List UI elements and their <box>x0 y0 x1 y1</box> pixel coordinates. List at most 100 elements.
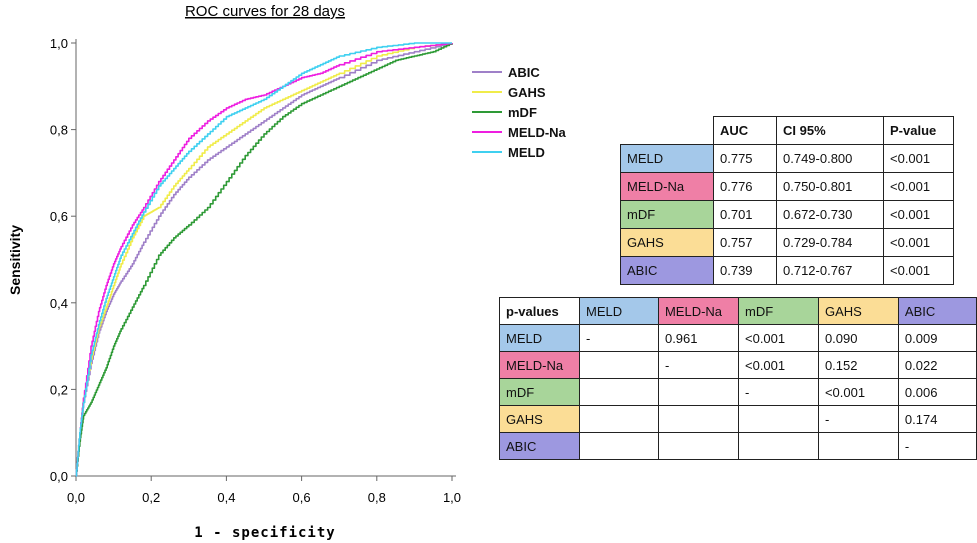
auc-header-cell: AUC <box>713 116 777 145</box>
legend-swatch <box>472 91 502 93</box>
pvalue-row-label: ABIC <box>498 432 581 460</box>
pvalue-row-label: GAHS <box>498 405 581 433</box>
chart-legend: ABIC GAHS mDF MELD-Na MELD <box>472 62 566 162</box>
auc-value: 0.739 <box>713 256 777 285</box>
ci-value: 0.729-0.784 <box>776 228 884 257</box>
pvalue-cell <box>738 405 819 433</box>
auc-value: 0.775 <box>713 144 777 173</box>
x-tick-label: 0,4 <box>217 490 235 505</box>
pvalue-cell: - <box>657 351 740 379</box>
pvalue-row: MELD -0.961 <0.001 0.090 0.009 <box>498 324 977 352</box>
ci-value: 0.749-0.800 <box>776 144 884 173</box>
pvalue-row-label: MELD-Na <box>498 351 581 379</box>
pvalue-cell: <0.001 <box>738 351 819 379</box>
y-tick-label: 0,4 <box>50 296 68 311</box>
pvalue-row: mDF - <0.001 0.006 <box>498 378 977 406</box>
auc-row-label: MELD <box>620 144 714 173</box>
p-value: <0.001 <box>883 256 954 285</box>
chart-title: ROC curves for 28 days <box>185 3 345 20</box>
auc-value: 0.776 <box>713 172 777 201</box>
auc-row: GAHS 0.757 0.729-0.784 <0.001 <box>620 228 954 257</box>
pvalue-cell <box>579 351 659 379</box>
p-value: <0.001 <box>883 172 954 201</box>
pvalue-cell <box>579 378 659 406</box>
auc-row: ABIC 0.739 0.712-0.767 <0.001 <box>620 256 954 285</box>
pvalue-cell <box>579 405 659 433</box>
pvalue-cell: 0.022 <box>897 351 977 379</box>
pvalue-cell: - <box>579 324 659 352</box>
y-tick-label: 0,0 <box>50 469 68 484</box>
pvalue-cell: - <box>897 432 977 460</box>
pvalue-cell <box>657 432 740 460</box>
pvalue-cell <box>817 432 899 460</box>
series-layer <box>75 42 453 477</box>
auc-header-cell: P-value <box>883 116 954 145</box>
roc-chart: ROC curves for 28 days 0,0 0,2 0,4 0,6 0,8 1,… <box>7 3 461 541</box>
auc-value: 0.757 <box>713 228 777 257</box>
legend-label: MELD-Na <box>508 124 566 140</box>
p-value: <0.001 <box>883 200 954 229</box>
pvalue-cell <box>657 405 740 433</box>
p-value: <0.001 <box>883 144 954 173</box>
auc-header-cell: CI 95% <box>776 116 884 145</box>
pvalue-row-label: mDF <box>498 378 581 406</box>
legend-swatch <box>472 131 502 133</box>
pvalue-cell <box>738 432 819 460</box>
legend-label: ABIC <box>508 64 540 80</box>
auc-header-row: AUC CI 95% P-value <box>620 116 954 145</box>
auc-row-label: GAHS <box>620 228 714 257</box>
legend-item-abic: ABIC <box>472 62 566 82</box>
pvalue-column-header: MELD <box>579 297 659 325</box>
pvalue-cell: 0.961 <box>657 324 740 352</box>
legend-swatch <box>472 151 502 153</box>
pvalue-column-header: MELD-Na <box>657 297 740 325</box>
pvalue-row: MELD-Na - <0.001 0.152 0.022 <box>498 351 977 379</box>
legend-item-meld-na: MELD-Na <box>472 122 566 142</box>
legend-item-meld: MELD <box>472 142 566 162</box>
legend-item-mdf: mDF <box>472 102 566 122</box>
ci-value: 0.712-0.767 <box>776 256 884 285</box>
x-tick-label: 0,8 <box>368 490 386 505</box>
pvalue-table: p-values MELD MELD-Na mDF GAHS ABIC MELD -0.961… <box>498 297 977 460</box>
ci-value: 0.750-0.801 <box>776 172 884 201</box>
auc-value: 0.701 <box>713 200 777 229</box>
x-axis-label: 1 - specificity <box>194 525 335 541</box>
auc-table: AUC CI 95% P-value MELD 0.775 0.749-0.800 <0.0… <box>620 116 954 285</box>
roc-line-gahs <box>75 42 453 477</box>
auc-row-label: MELD-Na <box>620 172 714 201</box>
roc-line-meld-na <box>75 42 453 477</box>
pvalue-cell: 0.009 <box>897 324 977 352</box>
p-value: <0.001 <box>883 228 954 257</box>
auc-row: mDF 0.701 0.672-0.730 <0.001 <box>620 200 954 229</box>
ci-value: 0.672-0.730 <box>776 200 884 229</box>
auc-row: MELD 0.775 0.749-0.800 <0.001 <box>620 144 954 173</box>
pvalue-cell: - <box>738 378 819 406</box>
axes: 0,0 0,2 0,4 0,6 0,8 1,0 0,0 0,2 0,4 0,6 0,8 1,0 <box>50 36 461 505</box>
auc-row-label: ABIC <box>620 256 714 285</box>
x-tick-label: 0,2 <box>142 490 160 505</box>
y-tick-label: 0,6 <box>50 209 68 224</box>
pvalue-corner: p-values <box>498 297 581 325</box>
x-tick-label: 1,0 <box>443 490 461 505</box>
legend-swatch <box>472 71 502 73</box>
pvalue-cell: 0.006 <box>897 378 977 406</box>
pvalue-cell: - <box>817 405 899 433</box>
pvalue-cell: <0.001 <box>738 324 819 352</box>
pvalue-cell: 0.152 <box>817 351 899 379</box>
pvalue-column-header: GAHS <box>817 297 899 325</box>
auc-header-cell <box>620 116 714 145</box>
pvalue-row-label: MELD <box>498 324 581 352</box>
roc-line-mdf <box>75 43 453 477</box>
pvalue-header-row: p-values MELD MELD-Na mDF GAHS ABIC <box>498 297 977 325</box>
legend-swatch <box>472 111 502 113</box>
legend-label: mDF <box>508 104 537 120</box>
pvalue-cell <box>657 378 740 406</box>
x-tick-label: 0,6 <box>293 490 311 505</box>
roc-line-meld <box>75 42 452 477</box>
auc-row-label: mDF <box>620 200 714 229</box>
legend-label: MELD <box>508 144 545 160</box>
y-tick-label: 1,0 <box>50 36 68 51</box>
pvalue-column-header: mDF <box>738 297 819 325</box>
legend-label: GAHS <box>508 84 546 100</box>
pvalue-cell: <0.001 <box>817 378 899 406</box>
